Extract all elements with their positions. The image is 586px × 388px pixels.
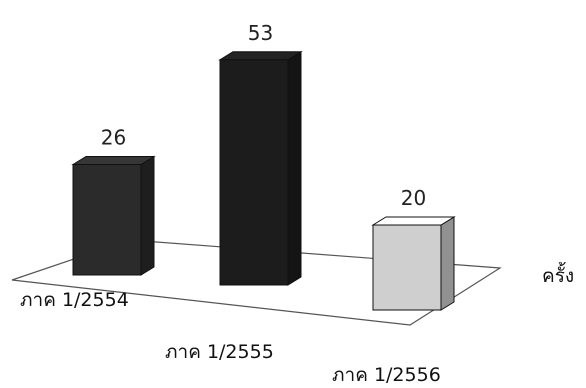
y-axis-label: ครั้ง	[542, 262, 574, 287]
bar-2	[218, 50, 303, 286]
category-label: ภาค 1/2556	[332, 364, 441, 386]
labels-group: 26 ภาค 1/2554 53 ภาค 1/2555 20 ภาค 1/2556	[20, 21, 441, 386]
bar-3	[371, 216, 456, 311]
category-label: ภาค 1/2555	[165, 341, 274, 363]
value-label: 26	[101, 126, 126, 150]
bar-1	[71, 155, 156, 276]
bar-front	[72, 164, 142, 276]
bar-top	[371, 216, 456, 226]
bar-top	[218, 51, 303, 61]
bar-side	[287, 50, 302, 286]
category-label: ภาค 1/2554	[20, 289, 129, 311]
value-label: 53	[248, 21, 273, 45]
value-label: 20	[401, 186, 426, 210]
bar-side	[140, 155, 155, 276]
bar-side	[440, 216, 455, 311]
bars-group	[71, 50, 456, 311]
bar-front	[372, 224, 442, 311]
bar-front	[219, 59, 289, 286]
bar-top	[71, 156, 156, 165]
